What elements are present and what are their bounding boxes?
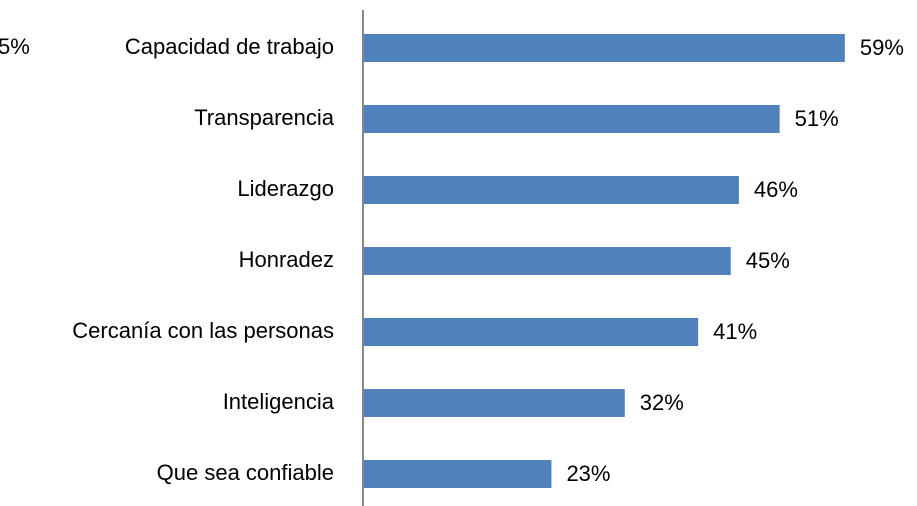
y-tick-label: Liderazgo xyxy=(237,176,334,201)
bar xyxy=(364,318,699,346)
cropped-annotation: 5% xyxy=(0,34,30,59)
bar xyxy=(364,34,845,62)
data-label: 46% xyxy=(754,177,798,202)
bar xyxy=(364,247,731,275)
bar xyxy=(364,176,739,204)
bar xyxy=(364,389,625,417)
y-tick-label: Cercanía con las personas xyxy=(72,318,334,343)
data-label: 59% xyxy=(860,35,904,60)
bar xyxy=(364,460,552,488)
y-tick-label: Honradez xyxy=(239,247,334,272)
y-tick-label: Que sea confiable xyxy=(157,460,334,485)
data-label: 23% xyxy=(566,461,610,486)
data-label: 51% xyxy=(795,106,839,131)
y-tick-label: Transparencia xyxy=(194,105,335,130)
data-label: 41% xyxy=(713,319,757,344)
data-label: 45% xyxy=(746,248,790,273)
data-label: 32% xyxy=(640,390,684,415)
y-tick-label: Capacidad de trabajo xyxy=(125,34,334,59)
y-tick-label: Inteligencia xyxy=(223,389,335,414)
bar xyxy=(364,105,780,133)
